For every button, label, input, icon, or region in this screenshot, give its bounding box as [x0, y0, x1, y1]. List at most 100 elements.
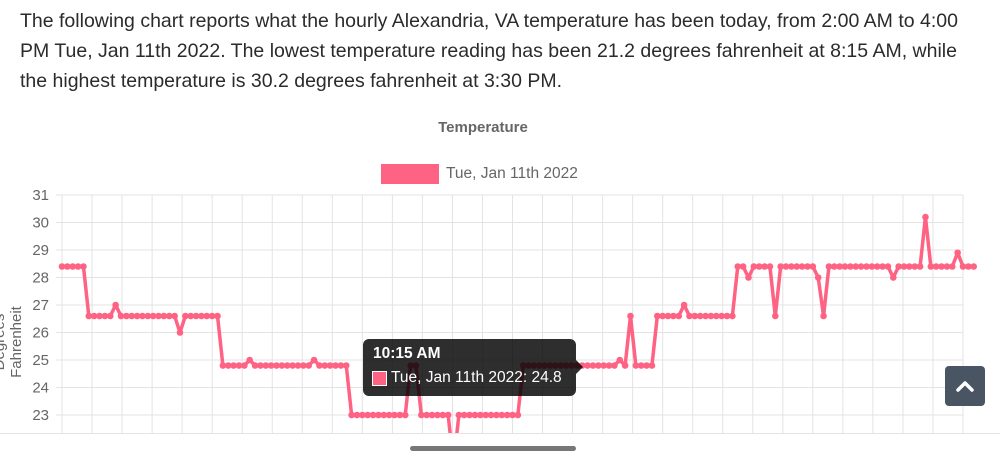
data-point — [948, 263, 956, 270]
data-point — [809, 263, 817, 270]
data-point — [782, 263, 790, 270]
data-point — [777, 263, 784, 270]
data-point — [477, 411, 484, 419]
data-point — [675, 312, 683, 320]
intro-paragraph: The following chart reports what the hou… — [20, 10, 958, 92]
data-point — [621, 362, 629, 369]
data-point — [900, 263, 908, 270]
data-point — [788, 263, 795, 270]
data-point — [686, 312, 693, 320]
y-tick-label: 25 — [32, 352, 49, 369]
data-point — [278, 362, 286, 369]
data-point — [246, 356, 254, 364]
data-point — [922, 213, 929, 221]
scroll-to-top-button[interactable] — [945, 366, 985, 406]
data-point — [498, 411, 506, 419]
legend-swatch — [381, 164, 439, 184]
data-point — [584, 362, 591, 369]
y-tick-label: 26 — [32, 325, 49, 342]
data-point — [702, 312, 709, 320]
data-point — [396, 411, 404, 419]
line-chart: 31 30 29 28 27 26 25 24 23 — [32, 187, 978, 433]
data-point — [321, 362, 329, 369]
data-point — [198, 312, 205, 320]
data-point — [793, 263, 801, 270]
data-point — [696, 312, 704, 320]
data-point — [85, 312, 93, 320]
data-point — [814, 274, 822, 281]
data-point — [680, 301, 688, 309]
data-point — [380, 411, 388, 419]
y-tick-label: 23 — [32, 407, 49, 424]
data-point — [884, 263, 892, 270]
data-point — [214, 312, 221, 320]
chart-tooltip: 10:15 AM Tue, Jan 11th 2022: 24.8 — [363, 339, 583, 396]
data-point — [766, 263, 774, 270]
data-point — [74, 263, 82, 270]
data-point — [761, 263, 768, 270]
data-point — [155, 312, 162, 320]
data-point — [595, 362, 602, 369]
data-point — [418, 411, 425, 419]
data-point — [938, 263, 945, 270]
data-point — [830, 263, 838, 270]
data-point — [482, 411, 489, 419]
data-point — [364, 411, 371, 419]
data-point — [965, 263, 972, 270]
data-point — [144, 312, 152, 320]
data-point — [171, 312, 178, 320]
tooltip-title: 10:15 AM — [373, 345, 441, 362]
data-point — [868, 263, 876, 270]
data-point — [503, 411, 511, 419]
data-point — [149, 312, 157, 320]
data-point — [359, 411, 366, 419]
data-point — [428, 411, 436, 419]
data-point — [192, 312, 200, 320]
data-point — [165, 312, 173, 320]
y-tick-label: 28 — [32, 270, 49, 287]
data-point — [906, 263, 913, 270]
data-point — [745, 274, 752, 281]
data-point — [707, 312, 715, 320]
data-point — [836, 263, 843, 270]
data-point — [798, 263, 806, 270]
chart-legend[interactable]: Tue, Jan 11th 2022 — [381, 164, 578, 184]
data-point — [176, 329, 184, 336]
tooltip-swatch — [372, 370, 387, 386]
data-point — [128, 312, 136, 320]
data-point — [305, 362, 313, 369]
data-point — [659, 312, 666, 320]
data-point — [219, 362, 227, 369]
home-indicator[interactable] — [410, 446, 576, 451]
data-point — [208, 312, 216, 320]
data-point — [611, 362, 618, 369]
data-point — [932, 263, 940, 270]
data-point — [300, 362, 307, 369]
data-point — [820, 312, 827, 320]
data-point — [455, 411, 463, 419]
data-point — [353, 411, 361, 419]
data-point — [117, 312, 125, 320]
data-point — [58, 263, 66, 270]
data-point — [616, 356, 624, 364]
y-tick-label: 30 — [32, 215, 49, 232]
data-point — [911, 263, 919, 270]
data-point — [80, 263, 87, 270]
data-point — [514, 411, 522, 419]
data-point — [283, 362, 291, 369]
data-point — [112, 301, 119, 309]
data-point — [267, 362, 275, 369]
data-point — [342, 362, 350, 369]
data-point — [385, 411, 393, 419]
data-point — [423, 411, 430, 419]
data-point — [391, 411, 398, 419]
data-point — [734, 263, 742, 270]
data-point — [637, 362, 645, 369]
data-point — [235, 362, 243, 369]
data-point — [69, 263, 77, 270]
data-point — [841, 263, 849, 270]
data-point — [670, 312, 677, 320]
data-point — [241, 362, 248, 369]
data-point — [348, 411, 355, 419]
data-point — [718, 312, 725, 320]
